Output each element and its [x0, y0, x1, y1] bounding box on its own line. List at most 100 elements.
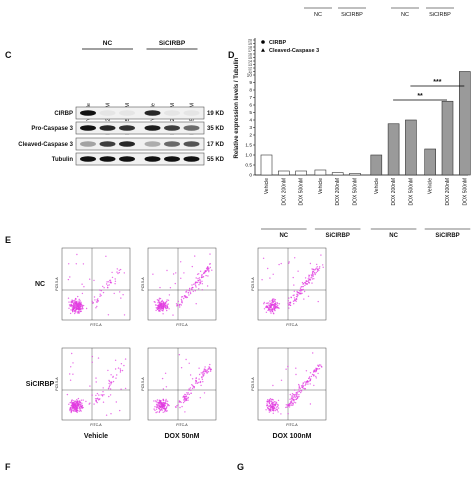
- event-dot: [101, 395, 104, 397]
- event-dot: [317, 300, 319, 303]
- event-dot: [158, 308, 160, 310]
- y-tick-label: 17: [248, 49, 252, 53]
- event-dot: [267, 267, 269, 270]
- event-dot: [74, 311, 77, 313]
- event-dot: [80, 301, 82, 303]
- event-dot: [114, 283, 116, 285]
- event-dot: [162, 303, 164, 305]
- band: [119, 156, 135, 162]
- event-dot: [161, 306, 163, 308]
- event-dot: [298, 385, 300, 387]
- event-dot: [277, 305, 279, 307]
- event-dot: [115, 377, 117, 379]
- event-dot: [93, 296, 96, 298]
- group-label: SiCIRBP: [341, 12, 363, 18]
- event-dot: [296, 293, 298, 295]
- event-dot: [269, 308, 271, 310]
- group-label: NC: [279, 233, 288, 239]
- event-dot: [298, 383, 300, 386]
- event-dot: [318, 269, 320, 272]
- event-dot: [320, 365, 323, 368]
- event-dot: [322, 264, 324, 266]
- event-dot: [309, 403, 312, 405]
- event-dot: [201, 378, 204, 381]
- event-dot: [277, 404, 279, 406]
- event-dot: [73, 307, 76, 309]
- event-dot: [74, 400, 76, 403]
- event-dot: [305, 283, 308, 285]
- event-dot: [155, 309, 157, 312]
- event-dot: [73, 304, 76, 306]
- event-dot: [191, 387, 194, 390]
- event-dot: [120, 297, 122, 299]
- event-dot: [180, 261, 182, 263]
- event-dot: [301, 292, 303, 294]
- event-dot: [77, 310, 79, 313]
- event-dot: [185, 358, 187, 361]
- event-dot: [162, 411, 164, 413]
- event-dot: [71, 405, 74, 407]
- event-dot: [158, 408, 161, 410]
- event-dot: [168, 308, 170, 310]
- event-dot: [302, 285, 304, 288]
- event-dot: [72, 300, 74, 302]
- event-dot: [199, 281, 202, 283]
- event-dot: [316, 266, 318, 268]
- event-dot: [317, 268, 319, 270]
- event-dot: [273, 305, 276, 307]
- event-dot: [207, 275, 209, 277]
- event-dot: [161, 377, 164, 380]
- event-dot: [82, 304, 85, 307]
- legend-label: CIRBP: [269, 40, 286, 46]
- event-dot: [312, 274, 314, 276]
- event-dot: [191, 384, 193, 386]
- event-dot: [75, 299, 77, 301]
- event-dot: [198, 273, 200, 275]
- event-dot: [156, 308, 159, 311]
- axis-label: PC5.5-A: [141, 377, 145, 391]
- legend-marker: [261, 48, 265, 52]
- event-dot: [275, 401, 277, 403]
- event-dot: [105, 255, 107, 257]
- event-dot: [307, 295, 310, 297]
- axis-label: FITC-A: [90, 423, 102, 427]
- event-dot: [312, 352, 314, 354]
- event-dot: [71, 407, 73, 410]
- event-dot: [188, 389, 190, 391]
- x-tick-label: Vehicle: [318, 178, 324, 194]
- event-dot: [310, 375, 313, 378]
- event-dot: [308, 276, 310, 278]
- axis-label: FITC-A: [286, 423, 298, 427]
- event-dot: [77, 400, 79, 402]
- event-dot: [68, 304, 71, 306]
- event-dot: [195, 379, 197, 382]
- event-dot: [96, 401, 98, 404]
- y-tick-label: 12: [248, 67, 252, 71]
- event-dot: [289, 404, 291, 406]
- event-dot: [307, 280, 309, 282]
- event-dot: [158, 406, 161, 408]
- event-dot: [208, 366, 210, 368]
- event-dot: [159, 400, 161, 402]
- event-dot: [73, 400, 75, 402]
- event-dot: [291, 400, 293, 402]
- row-label: Tubulin: [52, 157, 74, 163]
- event-dot: [298, 292, 300, 294]
- event-dot: [309, 383, 311, 385]
- event-dot: [181, 405, 183, 408]
- event-dot: [108, 385, 111, 388]
- event-dot: [79, 404, 82, 406]
- event-dot: [158, 411, 160, 414]
- event-dot: [271, 406, 273, 408]
- event-dot: [109, 394, 112, 396]
- panel-letter: E: [5, 235, 11, 245]
- event-dot: [157, 302, 159, 304]
- event-dot: [289, 402, 291, 404]
- event-dot: [187, 393, 189, 395]
- event-dot: [266, 404, 268, 407]
- event-dot: [195, 277, 197, 279]
- event-dot: [311, 274, 313, 277]
- event-dot: [166, 299, 168, 301]
- event-dot: [271, 298, 274, 300]
- row-label: Pro-Caspase 3: [31, 126, 73, 132]
